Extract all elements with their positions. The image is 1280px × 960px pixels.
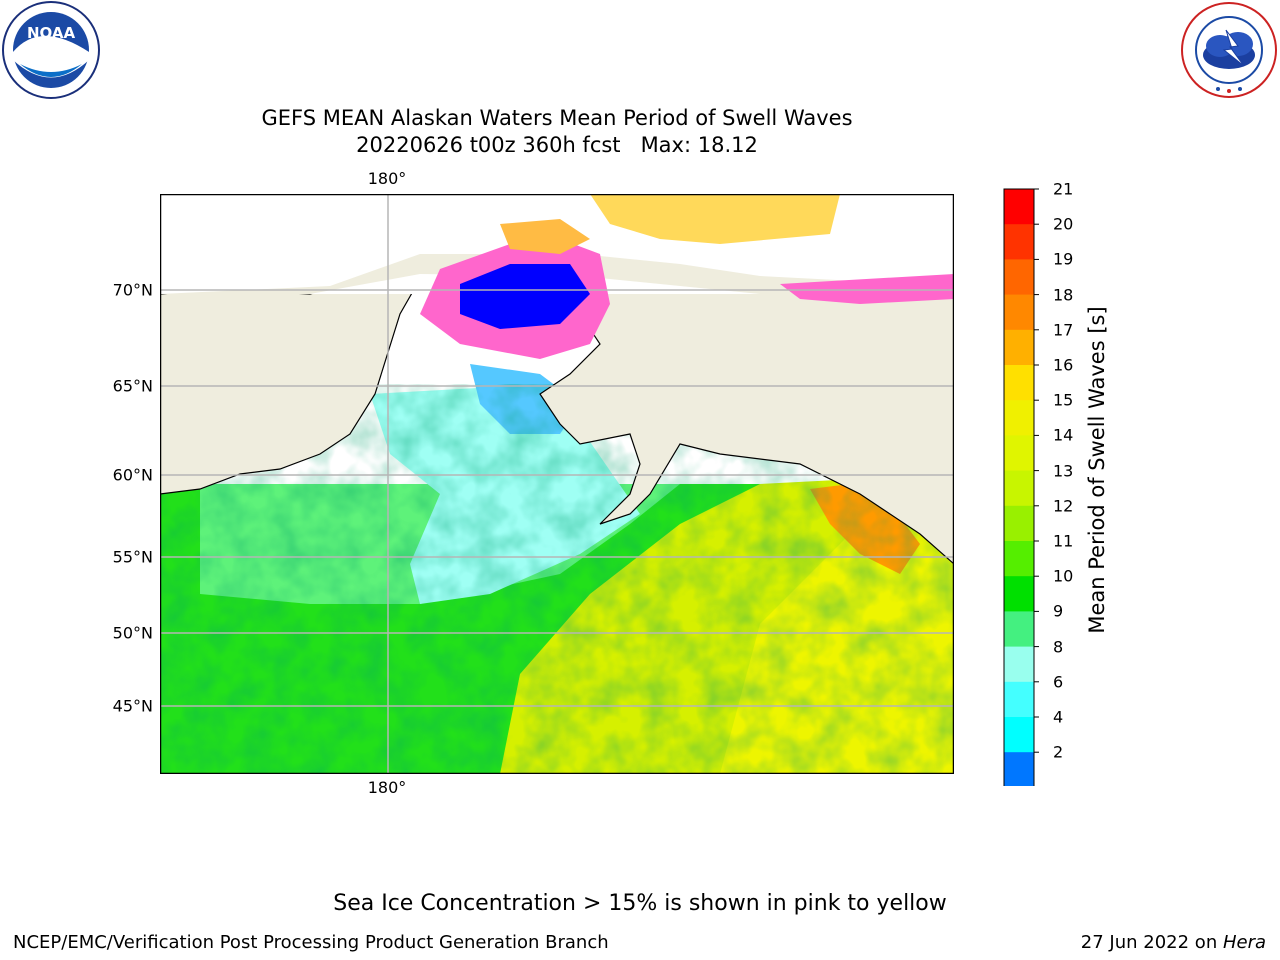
footer-host: Hera <box>1222 932 1266 953</box>
colorbar-tick-label: 18 <box>1053 285 1074 305</box>
chart-title: GEFS MEAN Alaskan Waters Mean Period of … <box>261 106 853 130</box>
colorbar-segment <box>1004 259 1034 296</box>
lat-label-50: 50°N <box>112 623 153 643</box>
colorbar-tick-label: 13 <box>1053 461 1074 481</box>
chart-subtitle: 20220626 t00z 360h fcst Max: 18.12 <box>356 133 758 157</box>
colorbar-tick-label: 11 <box>1053 531 1074 551</box>
colorbar-tick-label: 9 <box>1053 601 1064 621</box>
colorbar-segment <box>1004 541 1034 577</box>
colorbar-segment <box>1004 189 1034 225</box>
nws-logo <box>1181 2 1277 98</box>
colorbar-segment <box>1004 435 1034 472</box>
colorbar-tick-label: 6 <box>1053 672 1064 692</box>
colorbar-tick-label: 8 <box>1053 637 1064 657</box>
swell-period-map <box>160 194 954 774</box>
sea-ice-pink-edge <box>780 274 954 304</box>
land-alaska <box>539 263 954 565</box>
colorbar-segment <box>1004 576 1034 612</box>
colorbar-segment <box>1004 752 1034 786</box>
colorbar-tick-label: 16 <box>1053 355 1074 375</box>
colorbar-segment <box>1004 646 1034 683</box>
footer-credit: NCEP/EMC/Verification Post Processing Pr… <box>13 932 609 953</box>
colorbar-tick-label: 15 <box>1053 390 1074 410</box>
sea-ice-caption: Sea Ice Concentration > 15% is shown in … <box>333 891 947 916</box>
footer-date: 27 Jun 2022 on Hera <box>1081 932 1266 953</box>
arctic-land-strip <box>160 254 954 304</box>
lat-label-45: 45°N <box>112 696 153 716</box>
colorbar-tick-label: 12 <box>1053 496 1074 516</box>
lon-label-top: 180° <box>367 169 407 188</box>
colorbar-tick-label: 10 <box>1053 566 1074 586</box>
colorbar-segment <box>1004 505 1034 542</box>
colorbar-segment <box>1004 470 1034 507</box>
colorbar-frame <box>1003 188 1035 786</box>
sea-ice-blue-core <box>460 264 590 329</box>
lat-label-70: 70°N <box>112 280 153 300</box>
colorbar-axis-title: Mean Period of Swell Waves [s] <box>1085 306 1109 634</box>
graticule <box>160 194 954 774</box>
colorbar-tick-label: 14 <box>1053 425 1074 445</box>
colorbar-segment <box>1004 224 1034 260</box>
lat-label-60: 60°N <box>112 465 153 485</box>
colorbar-tick-label: 2 <box>1053 742 1064 762</box>
colorbar-segment <box>1004 294 1034 331</box>
lon-label-bottom: 180° <box>367 778 407 797</box>
colorbar-segment <box>1004 611 1034 648</box>
noaa-logo: NOAA <box>2 1 100 99</box>
colorbar-segment <box>1004 717 1034 753</box>
sea-ice-orange <box>500 219 590 254</box>
colorbar-tick-label: 19 <box>1053 249 1074 269</box>
colorbar-segment <box>1004 365 1034 401</box>
colorbar-tick-label: 4 <box>1053 707 1064 727</box>
sea-ice-yellow <box>590 194 840 244</box>
colorbar-tick-label: 21 <box>1053 179 1074 199</box>
colorbar-segment <box>1004 329 1034 366</box>
colorbar-segment <box>1004 400 1034 436</box>
footer-date-text: 27 Jun 2022 on <box>1080 932 1223 953</box>
colorbar-tick-label: 20 <box>1053 214 1074 234</box>
colorbar-tick-label: 17 <box>1053 320 1074 340</box>
noaa-logo-text: NOAA <box>27 24 76 42</box>
colorbar <box>1003 188 1039 786</box>
lat-label-55: 55°N <box>112 547 153 567</box>
lat-label-65: 65°N <box>112 376 153 396</box>
colorbar-segment <box>1004 681 1034 718</box>
